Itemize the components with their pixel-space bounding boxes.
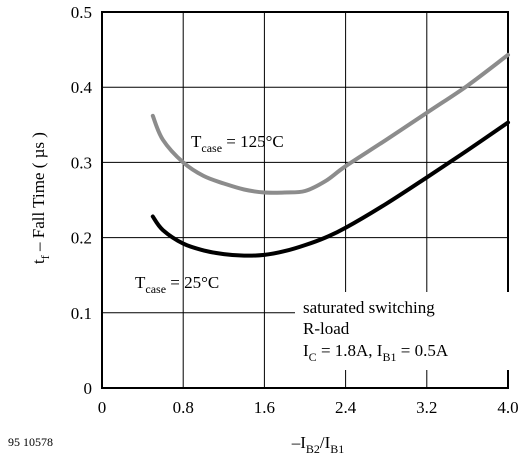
series-lines [150,52,510,258]
annotation-background [295,292,509,370]
y-tick-label: 0.4 [71,78,93,97]
conditions-annotation: saturated switching R-load IC = 1.8A, IB… [295,292,509,370]
annotation-line-2: R-load [303,319,350,338]
y-tick-label: 0 [84,379,93,398]
annotation-line-3: IC = 1.8A, IB1 = 0.5A [303,341,449,364]
x-tick-label: 4.0 [497,398,518,417]
x-tick-label: 0.8 [173,398,194,417]
series-line-125c [150,52,510,195]
series-label-25c: Tcase = 25°C [135,273,219,296]
y-tick-label: 0.1 [71,304,92,323]
y-tick-label: 0.5 [71,3,92,22]
x-tick-label: 2.4 [335,398,357,417]
series-label-125c: Tcase = 125°C [191,132,284,155]
x-tick-label: 3.2 [416,398,437,417]
tick-labels: 0 0.8 1.6 2.4 3.2 4.0 0 0.1 0.2 0.3 0.4 0.5 [71,3,519,417]
plot-frame [101,11,509,389]
x-tick-label: 1.6 [254,398,275,417]
x-tick-label: 0 [98,398,107,417]
y-tick-label: 0.3 [71,153,92,172]
x-axis-label: –IB2/IB1 [291,433,345,456]
y-axis-label: tf – Fall Time ( µs ) [29,132,52,264]
figure-id: 95 10578 [8,435,53,449]
y-tick-label: 0.2 [71,229,92,248]
annotation-line-1: saturated switching [303,298,435,317]
series-line-25c [150,120,510,258]
